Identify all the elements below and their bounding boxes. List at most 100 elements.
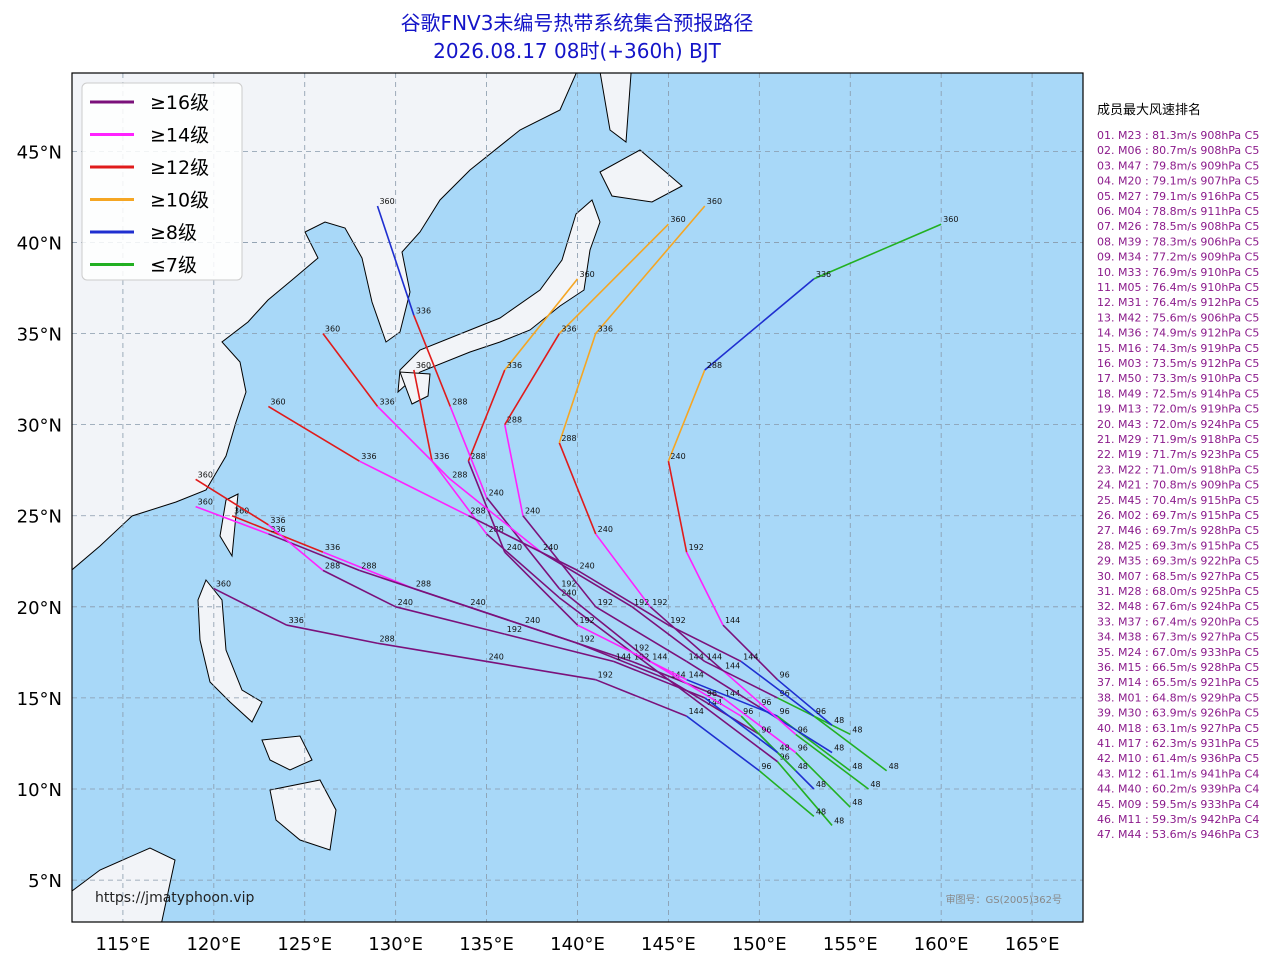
track-segment bbox=[486, 660, 596, 681]
hour-label: 288 bbox=[507, 416, 522, 425]
hour-label: 192 bbox=[507, 625, 522, 634]
track-segment bbox=[540, 551, 633, 608]
kyushu bbox=[399, 371, 431, 405]
hour-label: 144 bbox=[707, 698, 722, 707]
track-segment bbox=[667, 369, 706, 462]
track-segment bbox=[631, 606, 706, 663]
hour-label: 336 bbox=[270, 525, 285, 534]
track-segment bbox=[449, 478, 542, 553]
hour-label: 48 bbox=[834, 816, 844, 825]
y-tick-label: 10°N bbox=[17, 780, 62, 801]
track-segment bbox=[595, 678, 687, 717]
hour-label: 240 bbox=[525, 616, 540, 625]
ranking-entry: 09. M34 : 77.2m/s 909hPa C5 bbox=[1097, 251, 1259, 264]
hour-label: 360 bbox=[580, 270, 595, 279]
hour-label: 48 bbox=[798, 762, 808, 771]
hour-label: 96 bbox=[743, 707, 753, 716]
ranking-entry: 24. M21 : 70.8m/s 909hPa C5 bbox=[1097, 479, 1259, 492]
ranking-entry: 34. M38 : 67.3m/s 927hPa C5 bbox=[1097, 631, 1259, 644]
track-segment bbox=[704, 278, 815, 371]
track-segment bbox=[595, 606, 688, 663]
y-tick-label: 15°N bbox=[17, 689, 62, 710]
x-tick-label: 135°E bbox=[459, 934, 514, 955]
hour-label: 336 bbox=[816, 270, 831, 279]
track-segment bbox=[504, 551, 579, 626]
track-segment bbox=[558, 597, 633, 654]
ranking-entry: 07. M26 : 78.5m/s 908hPa C5 bbox=[1097, 220, 1259, 233]
track-segment bbox=[322, 569, 397, 608]
hour-label: 144 bbox=[725, 689, 740, 698]
ranking-entry: 03. M47 : 79.8m/s 909hPa C5 bbox=[1097, 159, 1259, 172]
legend: ≥16级 ≥14级 ≥12级 ≥10级 ≥8级 ≤7级 bbox=[90, 92, 209, 277]
legend-label: ≥12级 bbox=[150, 157, 209, 179]
track-segment bbox=[631, 660, 724, 699]
hour-label: 288 bbox=[470, 507, 485, 516]
hour-label: 240 bbox=[598, 525, 613, 534]
track-segment bbox=[740, 660, 815, 717]
hour-label: 48 bbox=[852, 762, 862, 771]
track-segment bbox=[376, 205, 415, 316]
legend-label: ≥10级 bbox=[150, 190, 209, 212]
ranking-entry: 38. M01 : 64.8m/s 929hPa C5 bbox=[1097, 691, 1259, 704]
ranking-entry: 33. M37 : 67.4m/s 920hPa C5 bbox=[1097, 615, 1259, 628]
hour-label: 96 bbox=[816, 707, 826, 716]
taiwan bbox=[219, 493, 239, 558]
track-segment bbox=[195, 478, 269, 526]
hour-label: 336 bbox=[270, 516, 285, 525]
hour-label: 336 bbox=[379, 397, 394, 406]
hour-label: 240 bbox=[670, 452, 685, 461]
y-tick-label: 5°N bbox=[28, 871, 62, 892]
track-segment bbox=[558, 442, 597, 535]
hour-label: 336 bbox=[416, 306, 431, 315]
hour-label: 192 bbox=[652, 598, 667, 607]
x-tick-label: 130°E bbox=[368, 934, 423, 955]
x-tick-label: 155°E bbox=[823, 934, 878, 955]
x-tick-label: 160°E bbox=[914, 934, 969, 955]
track-segment bbox=[267, 524, 324, 571]
x-tick-label: 125°E bbox=[277, 934, 332, 955]
track-segment bbox=[686, 715, 760, 772]
ranking-entry: 22. M19 : 71.7m/s 923hPa C5 bbox=[1097, 448, 1259, 461]
track-segment bbox=[413, 369, 433, 462]
ranking-title: 成员最大风速排名 bbox=[1097, 102, 1201, 118]
track-segment bbox=[504, 633, 615, 663]
track-segment bbox=[577, 624, 687, 681]
hour-label: 288 bbox=[452, 397, 467, 406]
hour-label: 360 bbox=[943, 215, 958, 224]
hour-label: 96 bbox=[798, 744, 808, 753]
ranking-entry: 12. M31 : 76.4m/s 912hPa C5 bbox=[1097, 296, 1259, 309]
track-segment bbox=[359, 569, 469, 608]
track-segment bbox=[758, 770, 815, 817]
track-segment bbox=[213, 587, 287, 626]
hour-label: 48 bbox=[889, 762, 899, 771]
ranking-entry: 06. M04 : 78.8m/s 911hPa C5 bbox=[1097, 205, 1259, 218]
hour-label: 360 bbox=[234, 507, 249, 516]
hour-label: 360 bbox=[670, 215, 685, 224]
ranking-entry: 13. M42 : 75.6m/s 906hPa C5 bbox=[1097, 311, 1259, 324]
track-segment bbox=[722, 669, 797, 735]
hour-label: 192 bbox=[580, 634, 595, 643]
legend-label: ≥14级 bbox=[150, 125, 209, 147]
hour-label: 144 bbox=[616, 652, 631, 661]
x-tick-label: 145°E bbox=[641, 934, 696, 955]
ranking-entry: 43. M12 : 61.1m/s 941hPa C4 bbox=[1097, 767, 1259, 780]
track-segment bbox=[577, 569, 669, 626]
track-segment bbox=[813, 715, 888, 772]
hour-label: 48 bbox=[852, 798, 862, 807]
sakhalin bbox=[599, 73, 632, 143]
website: https://jmatyphoon.vip bbox=[95, 890, 254, 906]
track-segment bbox=[395, 606, 505, 635]
hour-label: 144 bbox=[725, 662, 740, 671]
track-segment bbox=[813, 223, 942, 280]
track-segment bbox=[195, 505, 269, 535]
review-number: 审图号：GS(2005)362号 bbox=[946, 893, 1062, 906]
track-segment bbox=[649, 660, 742, 717]
track-segment bbox=[468, 515, 578, 572]
track-segment bbox=[668, 624, 742, 663]
ranking-entry: 02. M06 : 80.7m/s 908hPa C5 bbox=[1097, 144, 1259, 157]
hour-label: 360 bbox=[379, 197, 394, 206]
track-segment bbox=[377, 642, 487, 663]
hour-label: 144 bbox=[707, 652, 722, 661]
hour-label: 336 bbox=[289, 616, 304, 625]
